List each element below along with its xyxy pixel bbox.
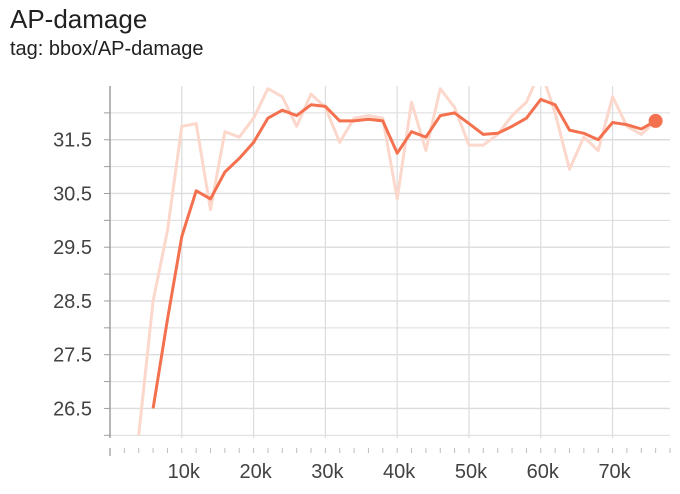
y-tick-label: 30.5: [53, 183, 92, 205]
y-tick-label: 28.5: [53, 291, 92, 313]
x-tick-label: 10k: [168, 461, 201, 483]
x-tick-label: 30k: [311, 461, 344, 483]
x-tick-label: 70k: [598, 461, 631, 483]
last-point-marker: [648, 113, 663, 128]
y-tick-label: 26.5: [53, 398, 92, 420]
x-tick-label: 60k: [527, 461, 560, 483]
series-line-smoothed: [151, 97, 657, 409]
chart-subtitle: tag: bbox/AP-damage: [10, 38, 204, 60]
tick-labels: 26.5 27.5 28.5 29.5 30.5 31.5 10k 20k 30k 40k 50k 6…: [53, 130, 632, 483]
x-tick-label: 40k: [383, 461, 416, 483]
y-tick-label: 29.5: [53, 237, 92, 259]
y-tick-label: 31.5: [53, 130, 92, 152]
y-tick-label: 27.5: [53, 345, 92, 367]
series-group: [137, 86, 663, 436]
x-tick-label: 50k: [455, 461, 488, 483]
axes: [104, 86, 671, 456]
x-tick-label: 20k: [239, 461, 272, 483]
series-line-raw: [137, 86, 657, 436]
chart-title: AP-damage: [10, 4, 148, 34]
